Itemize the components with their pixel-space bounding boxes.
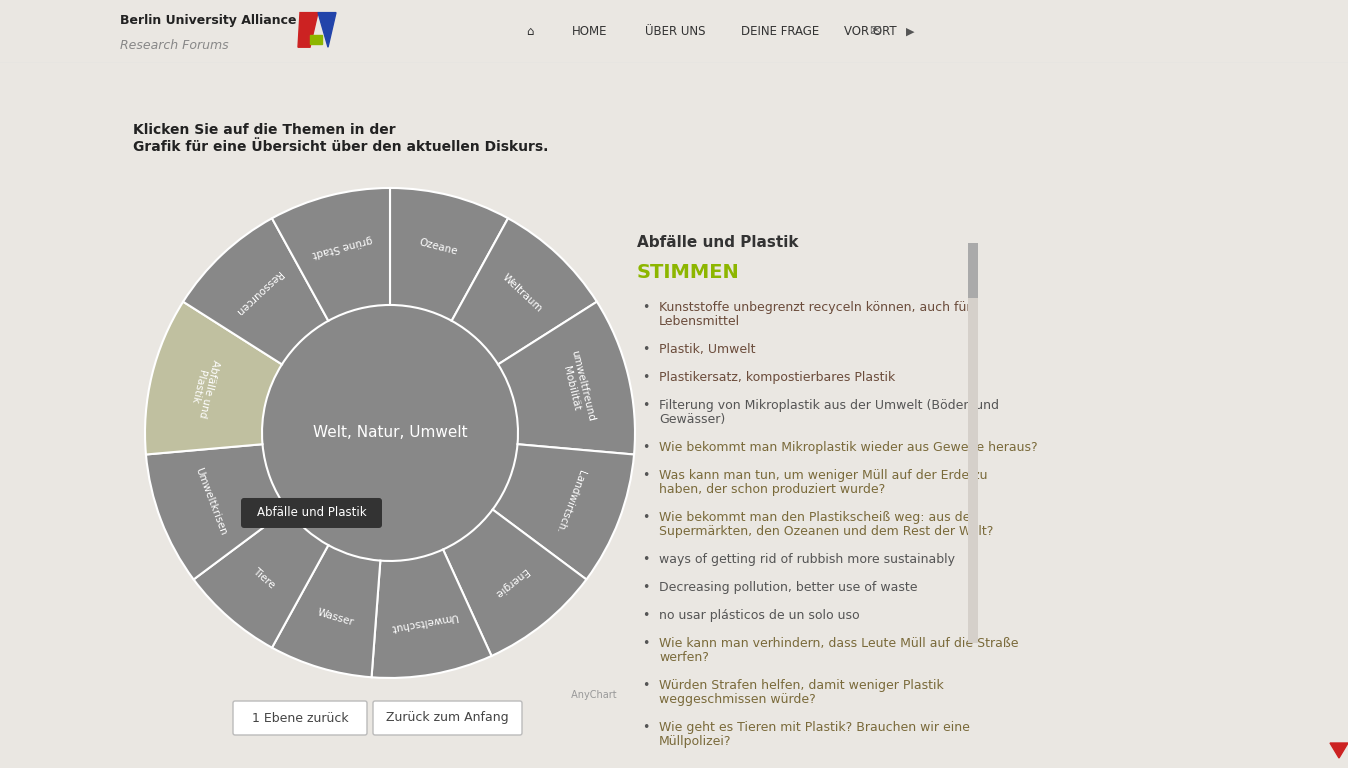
Text: werfen?: werfen? (659, 651, 709, 664)
Text: Wie geht es Tieren mit Plastik? Brauchen wir eine: Wie geht es Tieren mit Plastik? Brauchen… (659, 721, 969, 734)
Text: Wasser: Wasser (315, 607, 355, 627)
Text: Filterung von Mikroplastik aus der Umwelt (Böden und: Filterung von Mikroplastik aus der Umwel… (659, 399, 999, 412)
Wedge shape (372, 549, 492, 678)
Polygon shape (298, 12, 318, 48)
Text: •: • (642, 553, 650, 566)
Wedge shape (492, 444, 634, 580)
Text: HOME: HOME (573, 25, 608, 38)
Text: •: • (642, 721, 650, 734)
Wedge shape (146, 444, 287, 580)
Text: DEINE FRAGE: DEINE FRAGE (741, 25, 820, 38)
Text: Umweltschut: Umweltschut (390, 611, 458, 634)
Polygon shape (310, 35, 322, 44)
Text: ÜBER UNS: ÜBER UNS (644, 25, 705, 38)
Text: Decreasing pollution, better use of waste: Decreasing pollution, better use of wast… (659, 581, 918, 594)
Text: ways of getting rid of rubbish more sustainably: ways of getting rid of rubbish more sust… (659, 553, 954, 566)
Text: ✉: ✉ (869, 25, 880, 38)
Text: grüne Stadt: grüne Stadt (311, 234, 373, 259)
Text: AnyChart: AnyChart (568, 690, 616, 700)
Text: Plastikersatz, kompostierbares Plastik: Plastikersatz, kompostierbares Plastik (659, 371, 895, 384)
Text: Wie bekommt man Mikroplastik wieder aus Gewebe heraus?: Wie bekommt man Mikroplastik wieder aus … (659, 441, 1038, 454)
FancyBboxPatch shape (241, 498, 381, 528)
Text: •: • (642, 679, 650, 692)
Text: Was kann man tun, um weniger Müll auf der Erde zu: Was kann man tun, um weniger Müll auf de… (659, 469, 988, 482)
Text: Wie kann man verhindern, dass Leute Müll auf die Straße: Wie kann man verhindern, dass Leute Müll… (659, 637, 1019, 650)
Text: Ozeane: Ozeane (418, 237, 458, 257)
FancyBboxPatch shape (233, 701, 367, 735)
Text: Grafik für eine Übersicht über den aktuellen Diskurs.: Grafik für eine Übersicht über den aktue… (133, 140, 549, 154)
Text: Umweltkrisen: Umweltkrisen (193, 466, 228, 537)
Text: Welt, Natur, Umwelt: Welt, Natur, Umwelt (313, 425, 468, 441)
Text: Ressourcen: Ressourcen (233, 269, 283, 317)
Wedge shape (390, 188, 508, 321)
Text: •: • (642, 469, 650, 482)
Text: •: • (642, 511, 650, 524)
Text: Zurück zum Anfang: Zurück zum Anfang (386, 711, 508, 724)
Wedge shape (443, 509, 586, 656)
Text: Kunststoffe unbegrenzt recyceln können, auch für: Kunststoffe unbegrenzt recyceln können, … (659, 301, 972, 314)
Circle shape (262, 305, 518, 561)
Text: umweltfreund
Mobilität: umweltfreund Mobilität (558, 349, 596, 425)
Wedge shape (272, 188, 390, 321)
Text: Abfälle und Plastik: Abfälle und Plastik (638, 235, 798, 250)
Polygon shape (1330, 743, 1348, 758)
Text: VOR ORT: VOR ORT (844, 25, 896, 38)
Text: STIMMEN: STIMMEN (638, 263, 740, 282)
Wedge shape (183, 218, 329, 364)
Text: Landwirtsch.: Landwirtsch. (553, 468, 586, 535)
Text: •: • (642, 399, 650, 412)
Text: Müllpolizei?: Müllpolizei? (659, 735, 732, 748)
Text: 1 Ebene zurück: 1 Ebene zurück (252, 711, 348, 724)
Wedge shape (146, 302, 282, 455)
Bar (968, 243, 979, 298)
Text: •: • (642, 343, 650, 356)
Text: haben, der schon produziert wurde?: haben, der schon produziert wurde? (659, 483, 886, 496)
Text: •: • (642, 637, 650, 650)
Text: Lebensmittel: Lebensmittel (659, 315, 740, 328)
Text: Gewässer): Gewässer) (659, 413, 725, 426)
Text: •: • (642, 441, 650, 454)
Text: •: • (642, 301, 650, 314)
Text: •: • (642, 609, 650, 622)
Text: Supermärkten, den Ozeanen und dem Rest der Welt?: Supermärkten, den Ozeanen und dem Rest d… (659, 525, 993, 538)
FancyBboxPatch shape (373, 701, 522, 735)
Text: •: • (642, 371, 650, 384)
Text: Berlin University Alliance: Berlin University Alliance (120, 14, 297, 27)
Text: Energie: Energie (492, 566, 530, 599)
Bar (968, 243, 979, 643)
Text: Abfälle und
Plastik: Abfälle und Plastik (186, 356, 221, 419)
Text: Wie bekommt man den Plastikscheiß weg: aus den: Wie bekommt man den Plastikscheiß weg: a… (659, 511, 979, 524)
Text: Würden Strafen helfen, damit weniger Plastik: Würden Strafen helfen, damit weniger Pla… (659, 679, 944, 692)
Text: ⌂: ⌂ (526, 25, 534, 38)
Wedge shape (452, 218, 597, 364)
Wedge shape (272, 545, 380, 677)
Text: Abfälle und Plastik: Abfälle und Plastik (256, 506, 367, 519)
Polygon shape (318, 12, 336, 48)
Text: Klicken Sie auf die Themen in der: Klicken Sie auf die Themen in der (133, 123, 395, 137)
Text: ▶: ▶ (906, 26, 914, 37)
Text: no usar plásticos de un solo uso: no usar plásticos de un solo uso (659, 609, 860, 622)
Text: Tiere: Tiere (251, 566, 276, 591)
Text: Research Forums: Research Forums (120, 39, 229, 52)
Wedge shape (497, 302, 635, 455)
Text: Weltraum: Weltraum (500, 272, 543, 314)
Wedge shape (194, 509, 329, 647)
Text: weggeschmissen würde?: weggeschmissen würde? (659, 693, 816, 706)
Text: Plastik, Umwelt: Plastik, Umwelt (659, 343, 755, 356)
Text: •: • (642, 581, 650, 594)
